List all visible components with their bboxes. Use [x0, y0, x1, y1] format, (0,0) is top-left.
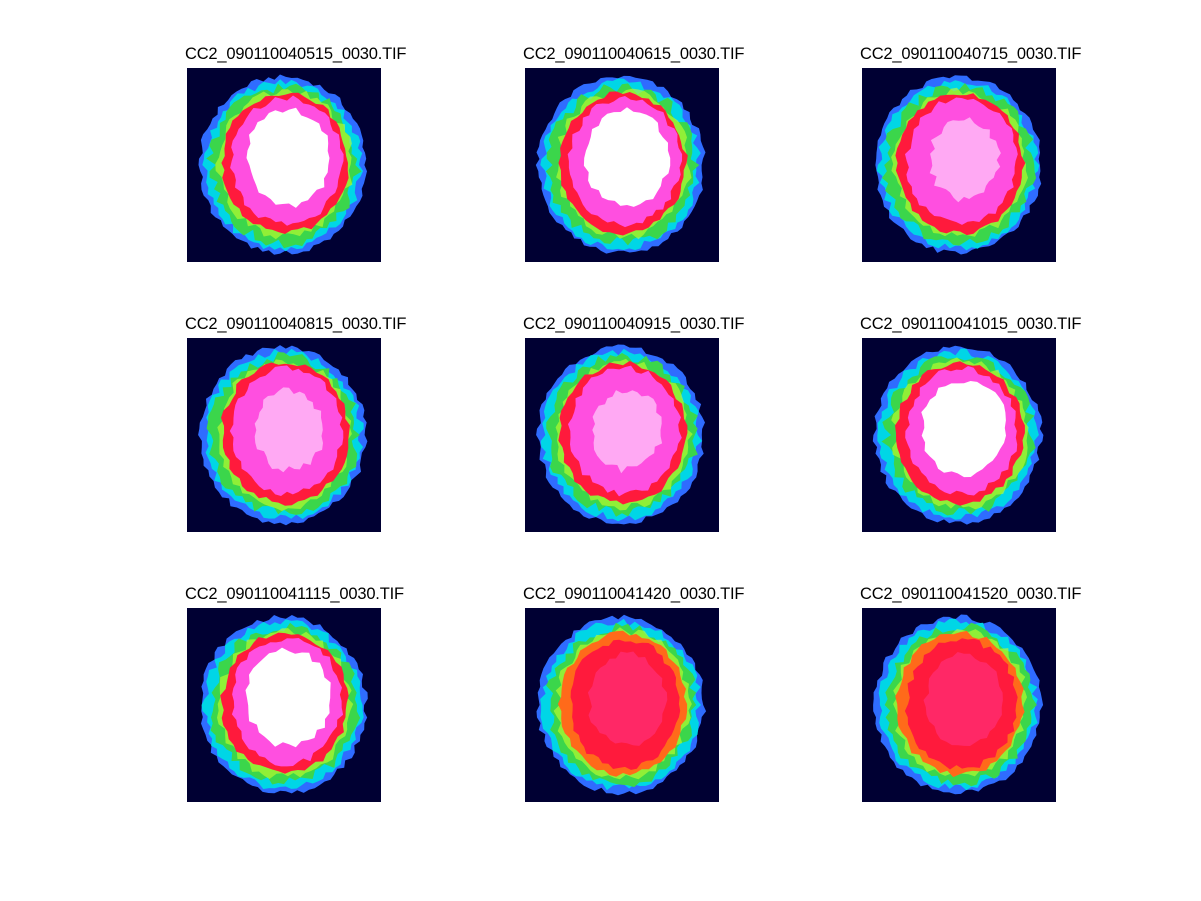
thermal-blob — [187, 338, 381, 532]
white-core — [254, 387, 323, 473]
panel-2: CC2_090110040615_0030.TIF — [523, 44, 793, 264]
thermal-image — [862, 68, 1056, 262]
panel-3: CC2_090110040715_0030.TIF — [860, 44, 1130, 264]
panel-4: CC2_090110040815_0030.TIF — [185, 314, 455, 534]
white-core — [592, 390, 663, 474]
panel-title: CC2_090110041520_0030.TIF — [860, 585, 1082, 603]
white-core — [929, 117, 1001, 203]
thermal-image — [862, 608, 1056, 802]
panel-9: CC2_090110041520_0030.TIF — [860, 584, 1130, 804]
white-core — [246, 107, 330, 208]
panel-7: CC2_090110041115_0030.TIF — [185, 584, 455, 804]
pink-zone — [923, 652, 1003, 746]
thermal-blob — [525, 608, 719, 802]
white-core — [921, 381, 1006, 478]
white-core — [583, 107, 671, 207]
thermal-image — [525, 608, 719, 802]
thermal-blob — [525, 68, 719, 262]
thermal-blob — [862, 338, 1056, 532]
thermal-image — [525, 68, 719, 262]
panel-5: CC2_090110040915_0030.TIF — [523, 314, 793, 534]
thermal-image — [187, 338, 381, 532]
thermal-image — [525, 338, 719, 532]
panel-title: CC2_090110040715_0030.TIF — [860, 45, 1082, 63]
pink-zone — [587, 651, 668, 746]
panel-title: CC2_090110041420_0030.TIF — [523, 585, 745, 603]
panel-8: CC2_090110041420_0030.TIF — [523, 584, 793, 804]
thermal-blob — [525, 338, 719, 532]
white-core — [245, 647, 331, 748]
panel-title: CC2_090110041015_0030.TIF — [860, 315, 1082, 333]
panel-title: CC2_090110040815_0030.TIF — [185, 315, 407, 333]
thermal-image — [187, 608, 381, 802]
panel-title: CC2_090110041115_0030.TIF — [185, 585, 404, 603]
panel-1: CC2_090110040515_0030.TIF — [185, 44, 455, 264]
thermal-blob — [187, 68, 381, 262]
thermal-image — [187, 68, 381, 262]
panel-6: CC2_090110041015_0030.TIF — [860, 314, 1130, 534]
panel-title: CC2_090110040615_0030.TIF — [523, 45, 745, 63]
thermal-blob — [187, 608, 381, 802]
thermal-blob — [862, 608, 1056, 802]
panel-title: CC2_090110040915_0030.TIF — [523, 315, 745, 333]
thermal-blob — [862, 68, 1056, 262]
panel-title: CC2_090110040515_0030.TIF — [185, 45, 407, 63]
thermal-image — [862, 338, 1056, 532]
